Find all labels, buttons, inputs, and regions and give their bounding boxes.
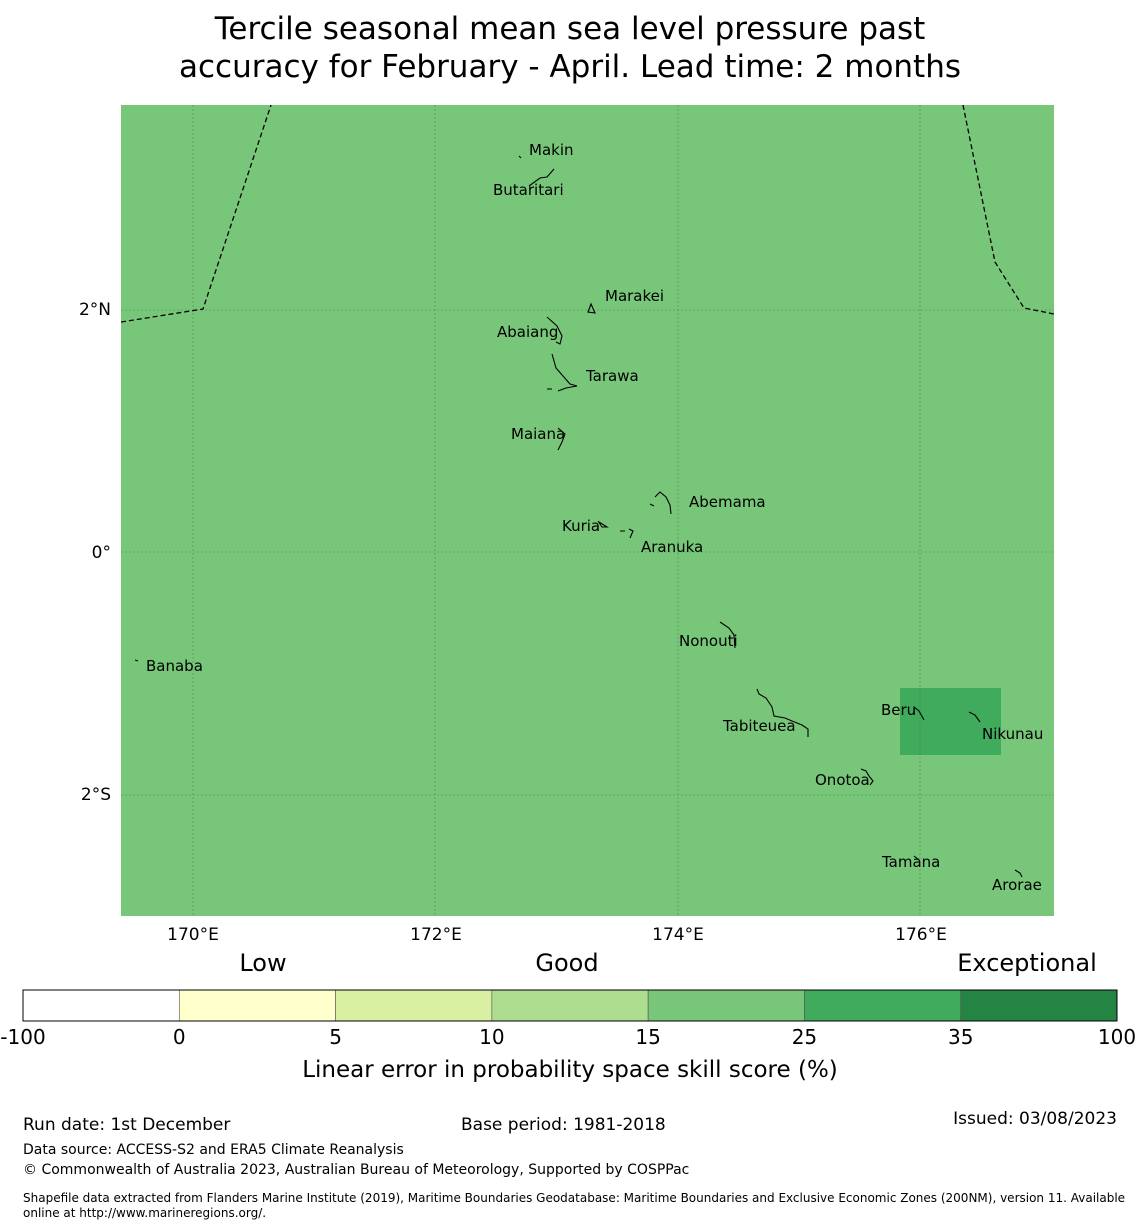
colorbar-tick-label: 35 (948, 1025, 973, 1049)
island-beru (913, 706, 925, 721)
label-marakei: Marakei (605, 287, 664, 305)
island-abemama (649, 491, 672, 515)
lat-label-2n: 2°N (79, 300, 111, 320)
eez-boundary-east (962, 104, 1055, 315)
label-onotoa: Onotoa (815, 771, 870, 789)
colorbar-segment-5 (804, 989, 962, 1022)
island-marakei (587, 302, 596, 314)
label-abaiang: Abaiang (497, 323, 558, 341)
colorbar-segment-0 (22, 989, 180, 1022)
colorbar-segments (22, 989, 1118, 1022)
island-nikunau (968, 711, 981, 723)
copyright: © Commonwealth of Australia 2023, Austra… (23, 1162, 690, 1178)
label-banaba: Banaba (146, 657, 203, 675)
eez-boundaries (120, 104, 1055, 323)
colorbar-legend: Low Good Exceptional -100 0 5 10 15 25 35 100 L… (0, 949, 1136, 1083)
colorbar-tick-label: -100 (0, 1025, 45, 1049)
skill-cell-highlight (900, 688, 1001, 755)
map-title: Tercile seasonal mean sea level pressure… (0, 10, 1140, 86)
eez-boundary-west (120, 104, 272, 323)
shapefile-credit: Shapefile data extracted from Flanders M… (23, 1191, 1126, 1220)
label-abemama: Abemama (689, 493, 766, 511)
label-arorae: Arorae (992, 876, 1042, 894)
label-maiana: Maiana (511, 425, 565, 443)
colorbar-segment-2 (335, 989, 493, 1022)
run-date: Run date: 1st December (23, 1115, 231, 1135)
colorbar-axis-label: Linear error in probability space skill … (302, 1057, 838, 1083)
label-beru: Beru (881, 701, 916, 719)
colorbar-tick-label: 0 (173, 1025, 186, 1049)
title-line-2: accuracy for February - April. Lead time… (178, 49, 962, 85)
lon-label-174e: 174°E (652, 925, 704, 945)
island-tabiteuea (756, 688, 809, 737)
issued-date: Issued: 03/08/2023 (953, 1109, 1117, 1129)
island-tamana (913, 855, 920, 861)
island-banaba (134, 659, 139, 662)
gridlines (121, 105, 1054, 916)
lat-label-2s: 2°S (81, 785, 111, 805)
legend-category-good: Good (535, 949, 598, 977)
label-tamana: Tamana (881, 853, 940, 871)
lon-label-170e: 170°E (167, 925, 219, 945)
colorbar-segment-3 (491, 989, 649, 1022)
island-butaritari (528, 168, 555, 187)
axis-labels: 170°E 172°E 174°E 176°E 2°N 0° 2°S (79, 300, 947, 945)
island-kuria (597, 520, 609, 528)
colorbar-tick-label: 100 (1098, 1025, 1136, 1049)
label-makin: Makin (529, 141, 574, 159)
label-kuria: Kuria (562, 517, 600, 535)
island-tarawa (547, 353, 578, 392)
place-labels: Makin Butaritari Marakei Abaiang Tarawa … (146, 141, 1043, 894)
colorbar-tick-label: 10 (479, 1025, 504, 1049)
legend-category-exceptional: Exceptional (957, 949, 1097, 977)
colorbar-frame (22, 989, 1118, 1022)
data-source: Data source: ACCESS-S2 and ERA5 Climate … (23, 1142, 404, 1158)
colorbar-segment-6 (960, 989, 1118, 1022)
colorbar-segment-1 (178, 989, 336, 1022)
base-period: Base period: 1981-2018 (461, 1115, 666, 1135)
island-aranuka (620, 528, 634, 539)
island-abaiang (546, 316, 563, 345)
title-line-1: Tercile seasonal mean sea level pressure… (214, 11, 926, 47)
colorbar-tick-label: 15 (635, 1025, 660, 1049)
label-tabiteuea: Tabiteuea (722, 717, 796, 735)
label-nonouti: Nonouti (679, 632, 738, 650)
lon-label-176e: 176°E (895, 925, 947, 945)
label-nikunau: Nikunau (982, 725, 1043, 743)
label-butaritari: Butaritari (493, 181, 564, 199)
lon-label-172e: 172°E (410, 925, 462, 945)
island-outlines (134, 155, 1023, 878)
island-nonouti (719, 621, 736, 649)
colorbar-tick-label: 25 (792, 1025, 817, 1049)
island-onotoa (860, 768, 874, 786)
island-maiana (557, 427, 566, 451)
island-makin (518, 155, 522, 159)
island-arorae (1014, 869, 1023, 878)
label-aranuka: Aranuka (641, 538, 703, 556)
lat-label-0: 0° (92, 543, 111, 563)
map-panel (121, 105, 1054, 916)
label-tarawa: Tarawa (585, 367, 639, 385)
legend-category-low: Low (239, 949, 286, 977)
colorbar-segment-4 (647, 989, 805, 1022)
colorbar-ticks: -100 0 5 10 15 25 35 100 (0, 1025, 1136, 1049)
colorbar-tick-label: 5 (329, 1025, 342, 1049)
